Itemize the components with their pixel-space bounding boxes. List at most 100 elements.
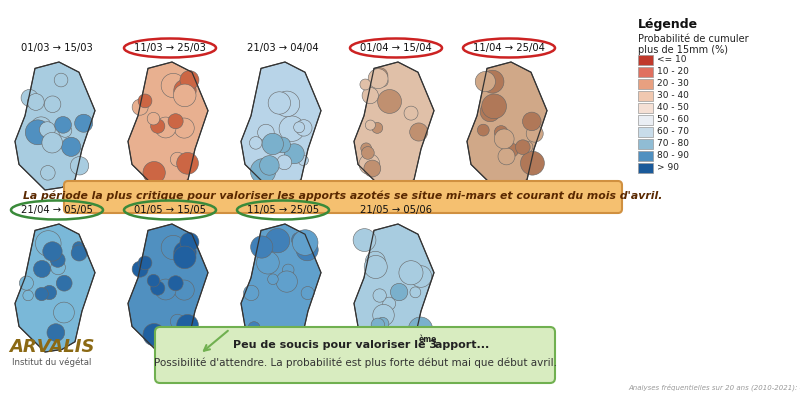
Text: 21/03 → 04/04: 21/03 → 04/04 <box>247 43 319 53</box>
Circle shape <box>382 297 396 310</box>
FancyBboxPatch shape <box>155 327 555 383</box>
Text: 11/05 → 25/05: 11/05 → 25/05 <box>247 205 319 215</box>
Circle shape <box>522 112 541 131</box>
Circle shape <box>481 70 504 93</box>
Circle shape <box>494 126 508 140</box>
Circle shape <box>366 251 386 271</box>
Text: 20 - 30: 20 - 30 <box>657 79 689 88</box>
Circle shape <box>268 92 290 114</box>
Circle shape <box>368 69 388 88</box>
Circle shape <box>277 155 292 170</box>
Bar <box>638 115 653 125</box>
Circle shape <box>410 266 432 287</box>
Circle shape <box>360 79 371 90</box>
Circle shape <box>26 120 50 145</box>
Circle shape <box>258 124 274 141</box>
Circle shape <box>399 261 423 285</box>
Circle shape <box>50 260 66 275</box>
Bar <box>638 67 653 77</box>
Circle shape <box>42 285 57 300</box>
Circle shape <box>521 151 544 175</box>
Text: 60 - 70: 60 - 70 <box>657 127 689 136</box>
Circle shape <box>278 328 301 351</box>
Text: 21/04 → 05/05: 21/04 → 05/05 <box>21 205 93 215</box>
Text: 01/03 → 15/03: 01/03 → 15/03 <box>21 43 93 53</box>
Circle shape <box>177 152 198 174</box>
Circle shape <box>284 144 304 164</box>
Circle shape <box>250 136 262 149</box>
Circle shape <box>396 331 413 347</box>
Circle shape <box>266 228 290 253</box>
Circle shape <box>74 114 93 132</box>
Polygon shape <box>128 224 208 352</box>
Circle shape <box>364 160 381 177</box>
Circle shape <box>366 120 375 130</box>
Circle shape <box>390 283 408 301</box>
Circle shape <box>155 279 176 300</box>
Text: apport...: apport... <box>431 340 490 350</box>
Text: Possibilité d'attendre. La probabilité est plus forte début mai que début avril.: Possibilité d'attendre. La probabilité e… <box>154 358 557 368</box>
Circle shape <box>44 96 61 112</box>
Circle shape <box>174 241 196 264</box>
Circle shape <box>147 274 160 287</box>
Circle shape <box>478 124 489 136</box>
Circle shape <box>362 147 374 159</box>
Text: > 90: > 90 <box>657 163 679 173</box>
Circle shape <box>50 252 65 267</box>
Circle shape <box>138 256 152 270</box>
Circle shape <box>39 122 55 138</box>
Text: Légende: Légende <box>638 18 698 31</box>
Circle shape <box>42 132 62 153</box>
Circle shape <box>174 246 196 269</box>
Text: Probabilité de cumuler: Probabilité de cumuler <box>638 34 749 44</box>
Polygon shape <box>354 224 434 352</box>
Circle shape <box>276 271 298 292</box>
Bar <box>638 127 653 137</box>
Circle shape <box>174 84 196 107</box>
Circle shape <box>282 327 304 348</box>
Circle shape <box>504 143 518 157</box>
Bar <box>638 55 653 65</box>
Circle shape <box>168 114 183 129</box>
Text: 11/03 → 25/03: 11/03 → 25/03 <box>134 43 206 53</box>
Circle shape <box>143 162 166 184</box>
Circle shape <box>410 123 428 141</box>
Circle shape <box>404 106 418 120</box>
Circle shape <box>180 71 199 90</box>
Circle shape <box>275 137 290 153</box>
Circle shape <box>292 230 318 255</box>
Circle shape <box>132 99 148 115</box>
Bar <box>638 91 653 101</box>
Circle shape <box>480 102 500 122</box>
Circle shape <box>174 118 194 138</box>
Text: Institut du végétal: Institut du végétal <box>12 357 92 367</box>
Circle shape <box>268 274 278 285</box>
Circle shape <box>174 280 194 300</box>
Circle shape <box>170 152 185 167</box>
Circle shape <box>475 72 495 92</box>
Circle shape <box>150 119 165 133</box>
Circle shape <box>168 276 183 291</box>
Text: 70 - 80: 70 - 80 <box>657 140 689 149</box>
Circle shape <box>515 140 530 154</box>
Circle shape <box>373 289 386 302</box>
Circle shape <box>73 242 85 254</box>
Circle shape <box>262 133 283 155</box>
Circle shape <box>371 68 388 84</box>
Circle shape <box>376 317 389 330</box>
Text: 11/04 → 25/04: 11/04 → 25/04 <box>473 43 545 53</box>
Circle shape <box>27 94 44 110</box>
Circle shape <box>409 317 433 341</box>
Circle shape <box>279 116 305 141</box>
Circle shape <box>353 229 376 252</box>
Bar <box>638 139 653 149</box>
Polygon shape <box>15 62 95 190</box>
Circle shape <box>298 155 308 165</box>
Circle shape <box>21 89 38 107</box>
Polygon shape <box>128 62 208 190</box>
Circle shape <box>34 261 50 277</box>
Polygon shape <box>15 224 95 352</box>
Circle shape <box>248 322 260 334</box>
Circle shape <box>132 261 148 277</box>
Text: 01/05 → 15/05: 01/05 → 15/05 <box>134 205 206 215</box>
